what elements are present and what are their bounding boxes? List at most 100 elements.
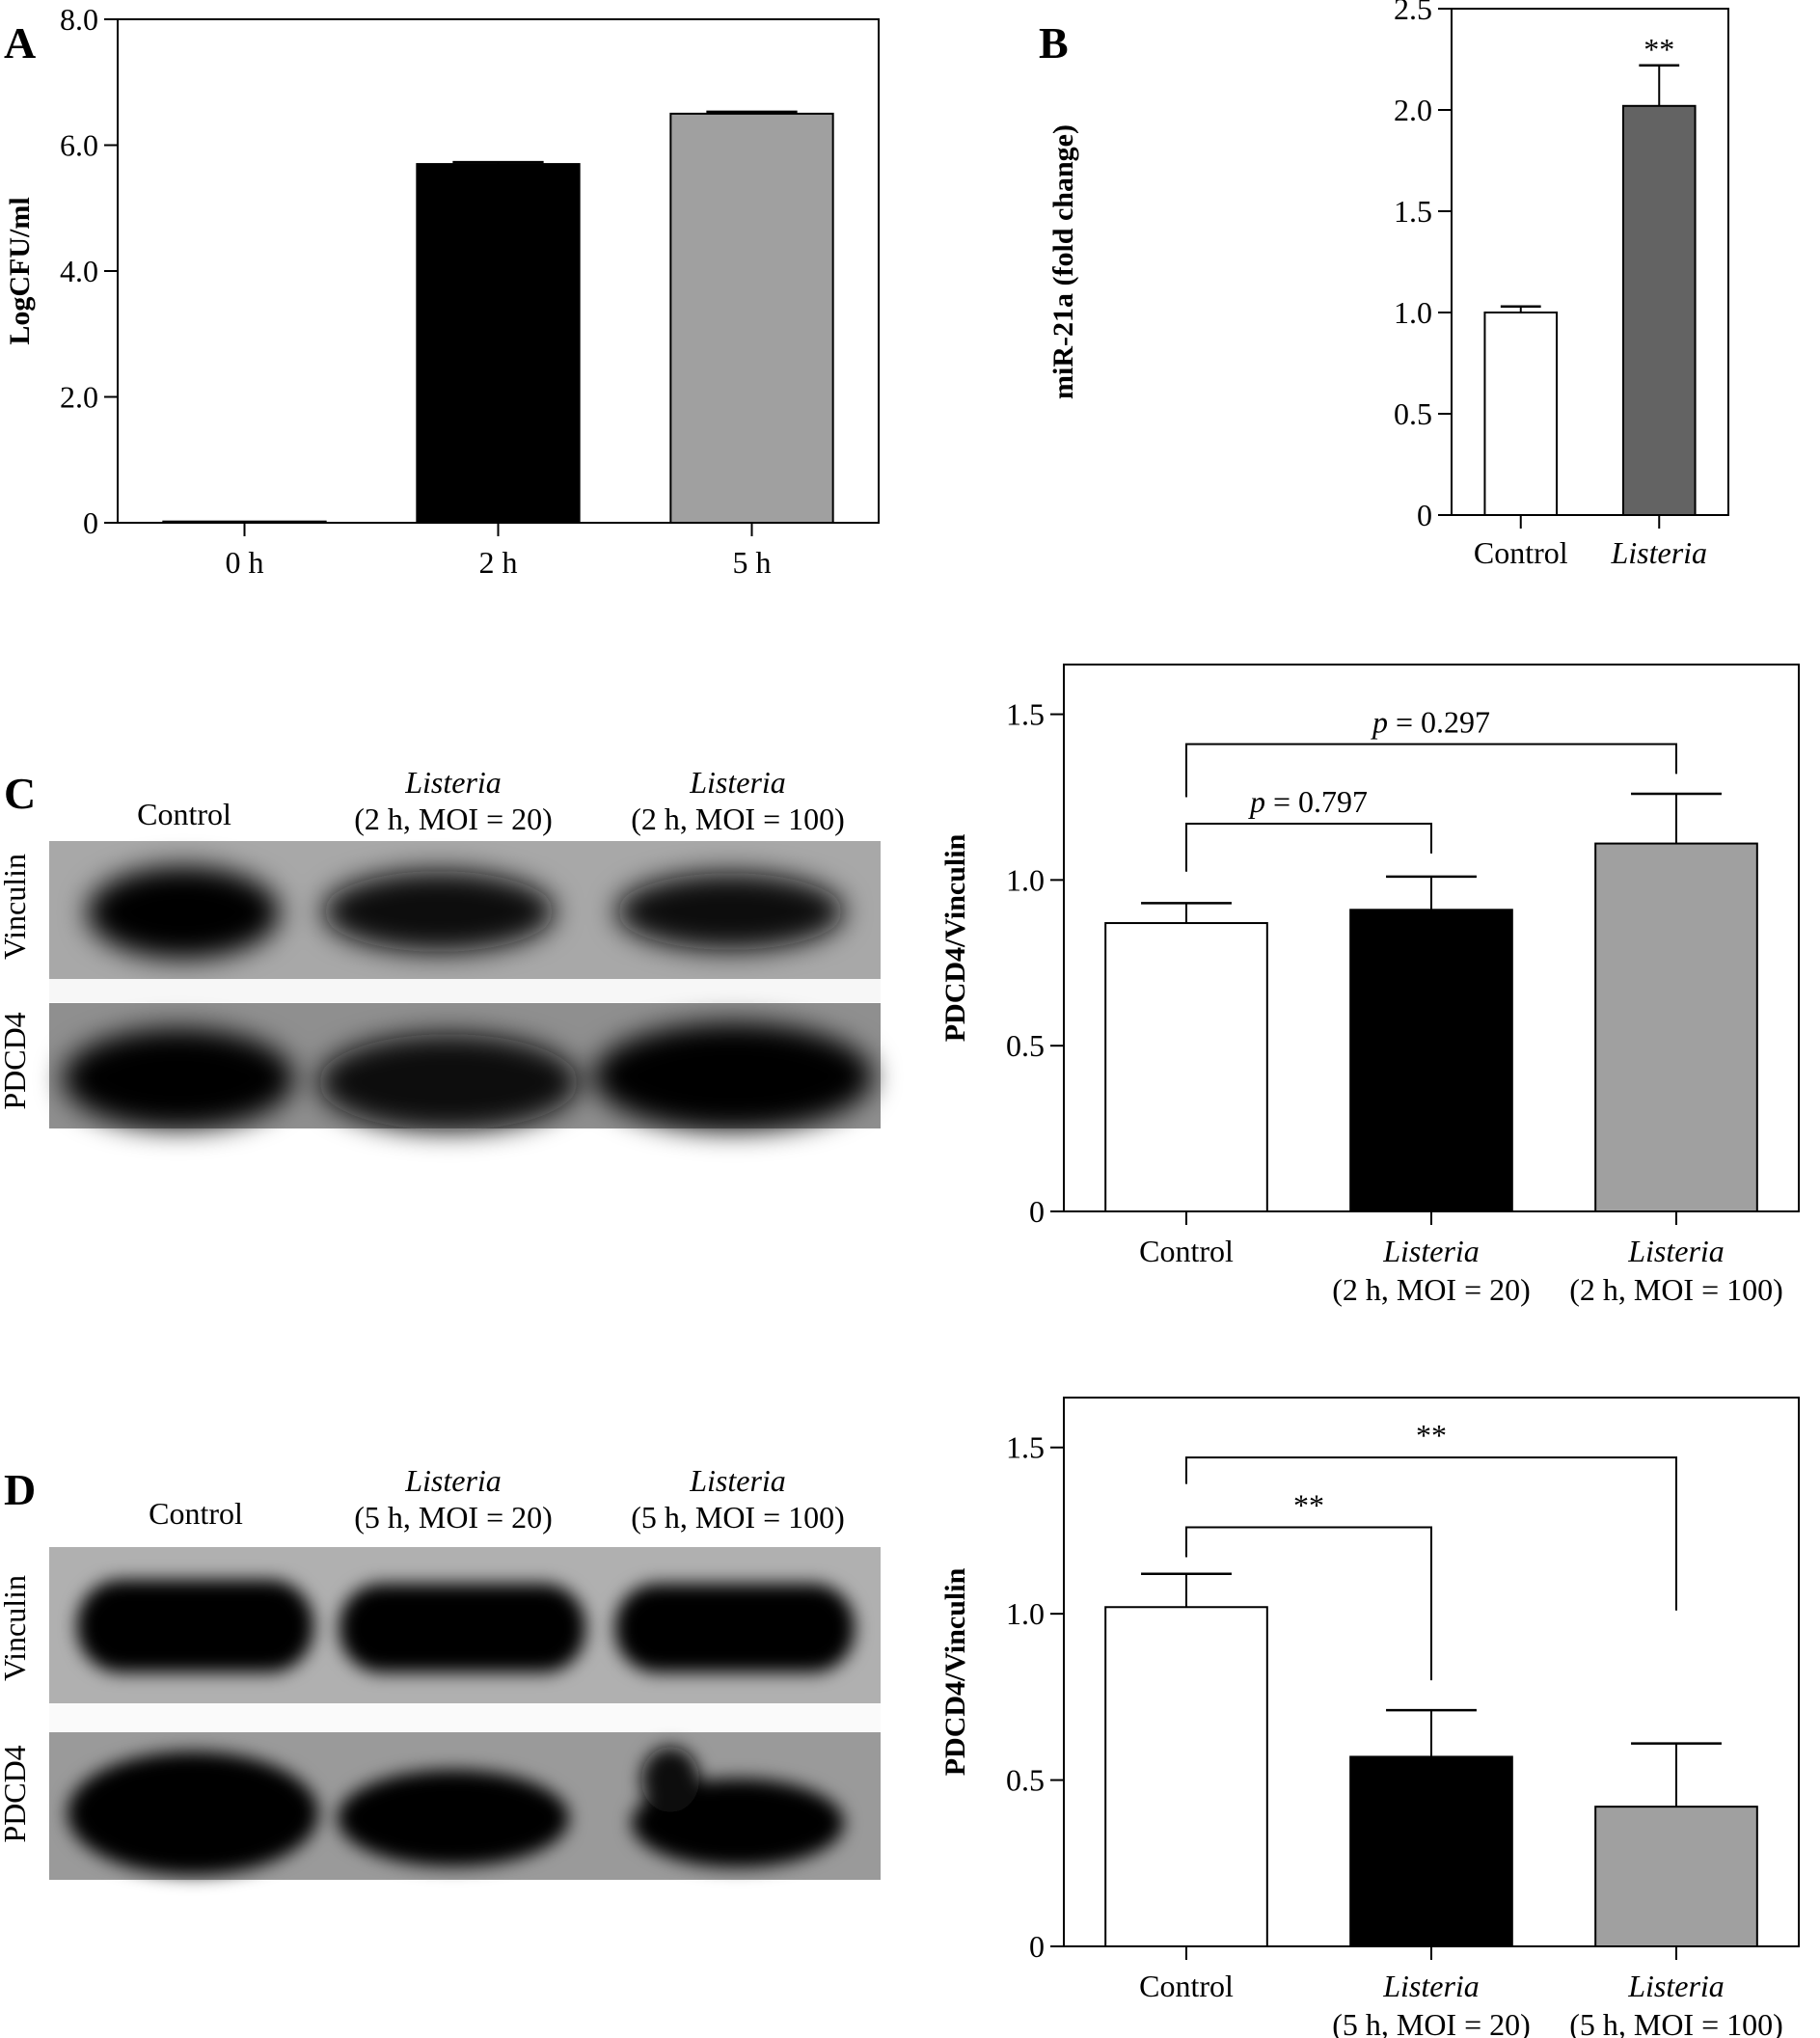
chart-b-xtick-label: Control xyxy=(1474,535,1568,570)
chart-a-ytick-label: 6.0 xyxy=(60,128,98,163)
blot-c-pdcd4-band-2 xyxy=(318,1034,579,1130)
blot-d-lane-label-listeria-20: Listeria xyxy=(404,1463,502,1498)
chart-b-ytick-label: 2.0 xyxy=(1394,93,1432,127)
chart-c-xtick-sublabel: (2 h, MOI = 20) xyxy=(1332,1272,1531,1307)
chart-d-bracket-0 xyxy=(1185,1526,1432,1681)
panel-label-d: D xyxy=(4,1465,36,1514)
chart-c-ylabel: PDCD4/Vinculin xyxy=(939,833,971,1042)
chart-a-bar-1 xyxy=(416,163,581,524)
chart-b-plot-frame xyxy=(1451,8,1729,516)
chart-b-significance-label: ** xyxy=(1643,32,1674,67)
chart-d-xtick-sublabel: (5 h, MOI = 20) xyxy=(1332,2007,1531,2038)
chart-d-ytick-label: 0 xyxy=(1029,1929,1045,1964)
blot-c-row-label-vinculin: Vinculin xyxy=(0,854,32,960)
panel-label-a: A xyxy=(4,18,36,68)
blot-c-lane-label-listeria-20: Listeria xyxy=(404,765,502,800)
blot-c-vinculin-band-3 xyxy=(616,873,844,950)
chart-d-bar-2 xyxy=(1594,1806,1758,1948)
chart-a-xtick-label: 0 h xyxy=(226,545,264,580)
blot-d-lane-label-listeria-20-cond: (5 h, MOI = 20) xyxy=(354,1500,553,1535)
chart-b-ylabel: miR-21a (fold change) xyxy=(1047,124,1079,399)
western-blot-c: Control Listeria (2 h, MOI = 20) Listeri… xyxy=(0,765,881,1130)
chart-c-xtick-label: Listeria xyxy=(1627,1234,1725,1268)
chart-d-ytick-label: 0.5 xyxy=(1006,1763,1045,1798)
chart-b-ytick-label: 0.5 xyxy=(1394,396,1432,431)
blot-c-pdcd4-band-3 xyxy=(593,1022,873,1130)
blot-c-row-label-pdcd4: PDCD4 xyxy=(0,1012,32,1109)
chart-d-xtick-label: Listeria xyxy=(1382,1969,1480,2003)
blot-d-pdcd4-band-2 xyxy=(338,1770,569,1866)
blot-d-vinculin-band-3 xyxy=(615,1584,855,1672)
blot-d-lane-label-listeria-100: Listeria xyxy=(689,1463,786,1498)
western-blot-d: Control Listeria (5 h, MOI = 20) Listeri… xyxy=(0,1463,881,1880)
chart-c-ytick-label: 0 xyxy=(1029,1194,1045,1229)
chart-b-bar-0 xyxy=(1483,312,1559,516)
chart-b: 0 0.5 1.0 1.5 2.0 2.5 miR-21a (fold change) Con… xyxy=(1047,0,1729,570)
chart-b-ytick-label: 1.5 xyxy=(1394,194,1432,229)
chart-a-bar-2 xyxy=(669,112,834,524)
chart-d-bracket-label-0: ** xyxy=(1293,1487,1324,1522)
chart-c-ytick-label: 1.0 xyxy=(1006,862,1045,897)
chart-c-bracket-1 xyxy=(1185,743,1677,798)
blot-d-pdcd4-strip xyxy=(49,1732,881,1880)
blot-d-vinculin-band-2 xyxy=(340,1584,585,1672)
chart-d-bar-1 xyxy=(1349,1755,1513,1948)
chart-c-bar-2 xyxy=(1594,842,1758,1213)
chart-d-ytick-label: 1.5 xyxy=(1006,1430,1045,1465)
blot-d-row-label-vinculin: Vinculin xyxy=(0,1575,32,1681)
panel-label-b: B xyxy=(1039,18,1069,68)
blot-d-pdcd4-band-1 xyxy=(68,1752,318,1875)
chart-c: 0 0.5 1.0 1.5 PDCD4/Vinculin Control Listeria (… xyxy=(939,664,1800,1307)
p-value: = 0.297 xyxy=(1388,704,1490,739)
chart-a: 0 2.0 4.0 6.0 8.0 LogCFU/ml 0 h 2 h 5 h xyxy=(4,2,880,580)
chart-c-bar-0 xyxy=(1104,922,1268,1212)
blot-c-lane-label-listeria-100: Listeria xyxy=(689,765,786,800)
chart-d-bracket-1 xyxy=(1185,1456,1677,1611)
chart-c-bracket-label-0: p = 0.797 xyxy=(1248,784,1368,819)
chart-c-bar-1 xyxy=(1349,909,1513,1212)
blot-d-vinculin-strip xyxy=(49,1547,881,1703)
chart-a-ytick-label: 4.0 xyxy=(60,254,98,288)
chart-d-bar-0 xyxy=(1104,1606,1268,1947)
blot-c-lane-label-listeria-20-cond: (2 h, MOI = 20) xyxy=(354,802,553,836)
p-value: = 0.797 xyxy=(1265,784,1368,819)
blot-d-vinculin-band-1 xyxy=(77,1580,313,1672)
chart-a-ytick-label: 2.0 xyxy=(60,380,98,415)
chart-b-ytick-label: 2.5 xyxy=(1394,0,1432,26)
chart-c-xtick-sublabel: (2 h, MOI = 100) xyxy=(1569,1272,1783,1307)
p-symbol: p xyxy=(1248,784,1265,819)
chart-d: 0 0.5 1.0 1.5 PDCD4/Vinculin Control Listeria (… xyxy=(939,1397,1800,2038)
blot-d-lane-label-listeria-100-cond: (5 h, MOI = 100) xyxy=(631,1500,845,1535)
chart-a-bar-0 xyxy=(162,520,327,525)
chart-d-ylabel: PDCD4/Vinculin xyxy=(939,1567,971,1776)
blot-c-pdcd4-band-1 xyxy=(63,1028,294,1128)
chart-a-ylabel: LogCFU/ml xyxy=(4,197,36,344)
chart-c-bracket-label-1: p = 0.297 xyxy=(1371,704,1490,739)
chart-c-xtick-label: Control xyxy=(1139,1234,1234,1268)
chart-d-bracket-label-1: ** xyxy=(1416,1418,1447,1453)
chart-c-xtick-label: Listeria xyxy=(1382,1234,1480,1268)
blot-c-lane-label-control: Control xyxy=(137,797,231,831)
chart-a-ytick-label: 8.0 xyxy=(60,2,98,37)
chart-d-xtick-sublabel: (5 h, MOI = 100) xyxy=(1569,2007,1783,2038)
chart-b-bar-1 xyxy=(1621,104,1697,517)
chart-a-xtick-label: 2 h xyxy=(479,545,518,580)
p-symbol: p xyxy=(1371,704,1388,739)
blot-d-lane-label-control: Control xyxy=(149,1496,243,1531)
chart-b-ytick-label: 0 xyxy=(1417,498,1432,532)
chart-c-bracket-0 xyxy=(1185,822,1432,872)
blot-c-vinculin-band-1 xyxy=(87,866,280,959)
blot-c-vinculin-strip xyxy=(49,841,881,979)
blot-d-row-label-pdcd4: PDCD4 xyxy=(0,1745,32,1842)
chart-c-ytick-label: 1.5 xyxy=(1006,697,1045,732)
chart-c-ytick-label: 0.5 xyxy=(1006,1028,1045,1063)
chart-d-xtick-label: Listeria xyxy=(1627,1969,1725,2003)
chart-b-xtick-label: Listeria xyxy=(1610,535,1707,570)
chart-b-ytick-label: 1.0 xyxy=(1394,295,1432,330)
chart-a-xtick-label: 5 h xyxy=(733,545,772,580)
chart-d-xtick-label: Control xyxy=(1139,1969,1234,2003)
chart-a-ytick-label: 0 xyxy=(83,505,98,540)
blot-c-vinculin-band-2 xyxy=(323,871,555,952)
chart-d-ytick-label: 1.0 xyxy=(1006,1596,1045,1631)
